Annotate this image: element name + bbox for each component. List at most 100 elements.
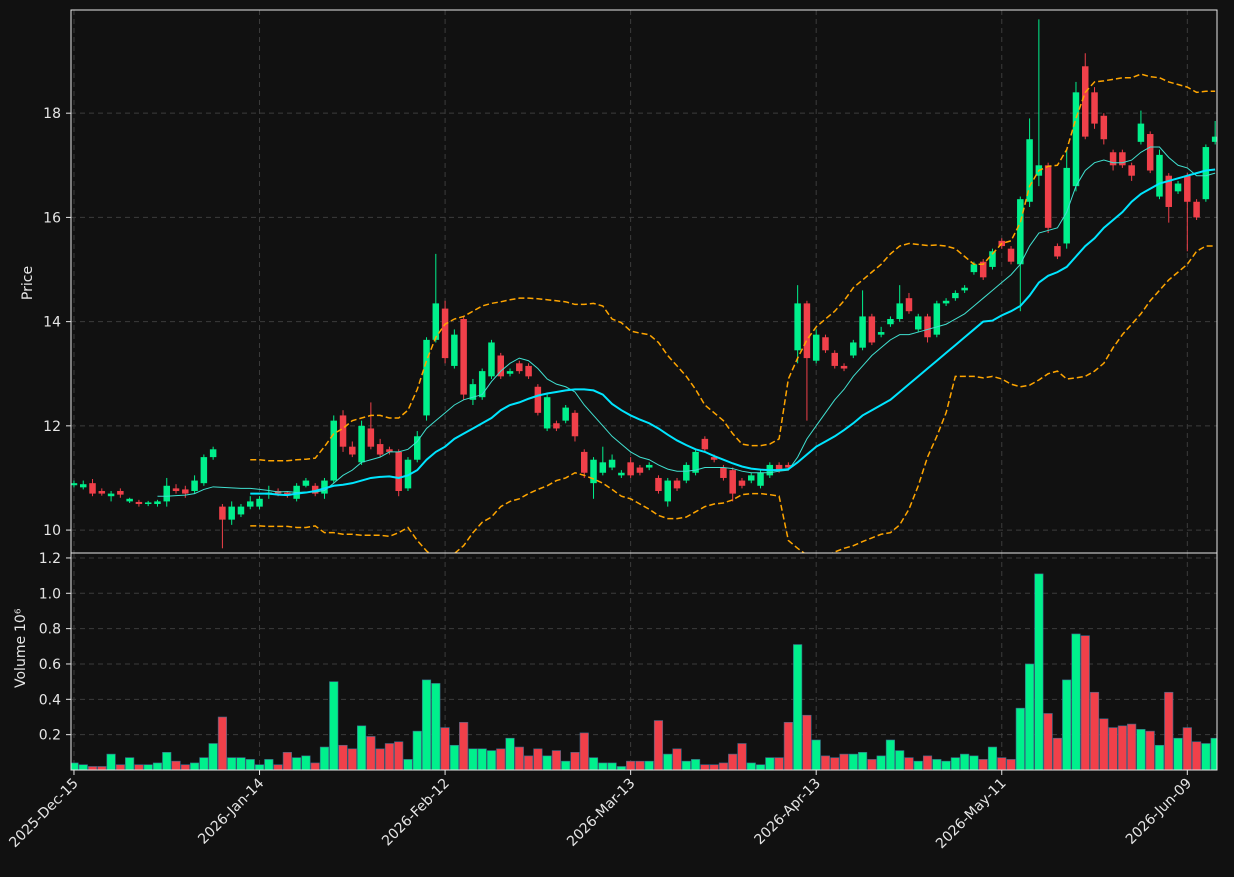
candle-body xyxy=(896,303,903,320)
volume-bar xyxy=(551,750,561,770)
candle-body xyxy=(850,342,857,356)
candle-body xyxy=(1054,246,1061,257)
volume-bar xyxy=(134,764,144,770)
volume-tick-label: 0.4 xyxy=(39,692,61,708)
candle-body xyxy=(645,464,653,468)
volume-bar xyxy=(208,743,218,770)
volume-bar xyxy=(199,757,209,770)
volume-bar xyxy=(774,757,784,770)
candle-body xyxy=(1184,175,1191,202)
volume-bar xyxy=(375,748,385,770)
candle-body xyxy=(497,355,504,377)
volume-bar xyxy=(143,764,153,770)
volume-bar xyxy=(236,757,246,770)
candle-body xyxy=(228,506,235,520)
volume-bar xyxy=(1099,718,1109,770)
candle-body xyxy=(321,480,328,494)
volume-bar xyxy=(561,760,571,770)
volume-bar xyxy=(180,764,190,770)
volume-bar xyxy=(987,746,998,770)
volume-bar xyxy=(607,762,617,770)
volume-bar xyxy=(171,760,181,770)
volume-bar xyxy=(1201,743,1211,770)
candle-body xyxy=(924,316,931,338)
candle-body xyxy=(979,261,987,278)
volume-bar xyxy=(635,760,645,770)
x-tick-label: 2025-Dec-15 xyxy=(6,776,81,851)
volume-bar xyxy=(978,759,988,770)
candle-body xyxy=(905,298,913,312)
candle-body xyxy=(1119,152,1126,166)
x-tick-label: 2026-Apr-13 xyxy=(751,776,824,849)
candle-body xyxy=(311,485,319,494)
y-tick-label: 14 xyxy=(43,315,61,331)
candle-body xyxy=(516,363,523,372)
volume-bar xyxy=(1192,741,1202,770)
volume-bar xyxy=(403,759,413,770)
price-frame xyxy=(70,9,1218,554)
volume-bar xyxy=(468,748,478,770)
volume-bar xyxy=(524,755,534,770)
overlay-line xyxy=(250,245,1216,553)
y-tick-label: 16 xyxy=(43,210,61,226)
candle-body xyxy=(488,342,495,377)
volume-bar xyxy=(653,720,664,770)
volume-bar xyxy=(802,714,812,770)
candle-body xyxy=(655,477,662,491)
candle-body xyxy=(1202,147,1210,200)
candle-body xyxy=(219,506,226,520)
candle-body xyxy=(460,319,467,395)
candle-body xyxy=(1044,165,1052,228)
candle-body xyxy=(692,451,699,473)
volume-bar xyxy=(440,727,450,770)
volume-offset: 10⁶ xyxy=(13,608,29,632)
candle-body xyxy=(386,449,393,452)
candle-body xyxy=(191,480,198,491)
volume-bar xyxy=(1034,573,1044,770)
volume-bar xyxy=(811,739,821,770)
volume-bar xyxy=(904,757,914,770)
candle-body xyxy=(1063,167,1070,244)
volume-bar xyxy=(282,752,292,770)
volume-bar xyxy=(292,757,302,770)
candle-body xyxy=(117,490,124,495)
candle-body xyxy=(432,303,440,340)
candle-body xyxy=(237,506,245,515)
volume-bar xyxy=(1080,635,1090,770)
volume-bar xyxy=(254,764,265,770)
candle-body xyxy=(915,316,922,330)
volume-bar xyxy=(87,766,98,770)
volume-bar xyxy=(496,748,506,770)
volume-bar xyxy=(1108,727,1118,770)
x-tick-label: 2026-Jun-09 xyxy=(1123,776,1195,848)
candle-body xyxy=(877,332,885,335)
y-tick-label: 18 xyxy=(43,106,61,122)
volume-bar xyxy=(152,762,163,770)
candle-body xyxy=(571,412,579,437)
x-tick-label: 2026-Mar-13 xyxy=(564,776,638,850)
volume-bar xyxy=(820,755,831,770)
volume-tick-label: 0.8 xyxy=(39,622,61,638)
candle-body xyxy=(812,334,820,361)
volume-marks xyxy=(71,573,1217,770)
volume-bar xyxy=(217,716,227,770)
volume-bar xyxy=(459,721,469,770)
candle-body xyxy=(525,365,532,377)
candle-body xyxy=(775,464,783,471)
candle-body xyxy=(636,467,644,473)
x-tick-label: 2026-Jan-14 xyxy=(195,775,267,847)
volume-bar xyxy=(579,732,589,770)
volume-bar xyxy=(1089,691,1100,770)
volume-bar xyxy=(301,755,311,770)
candle-body xyxy=(126,498,133,502)
volume-bar xyxy=(245,759,255,770)
candle-body xyxy=(441,308,449,359)
volume-bar xyxy=(969,755,979,770)
volume-frame xyxy=(70,552,1218,771)
volume-bar xyxy=(477,748,487,770)
volume-bar xyxy=(1127,723,1137,770)
candle-body xyxy=(376,444,384,455)
volume-axis-label: Volume xyxy=(13,636,29,688)
volume-bar xyxy=(858,752,868,770)
candle-body xyxy=(135,501,143,505)
